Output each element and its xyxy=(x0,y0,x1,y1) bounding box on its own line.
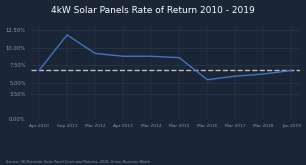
Text: 4kW Solar Panels Rate of Return 2010 - 2019: 4kW Solar Panels Rate of Return 2010 - 2… xyxy=(51,6,255,15)
Text: Source: UK Domestic Solar Panel Costs and Returns, 2019, Green Business Watch: Source: UK Domestic Solar Panel Costs an… xyxy=(6,160,150,164)
